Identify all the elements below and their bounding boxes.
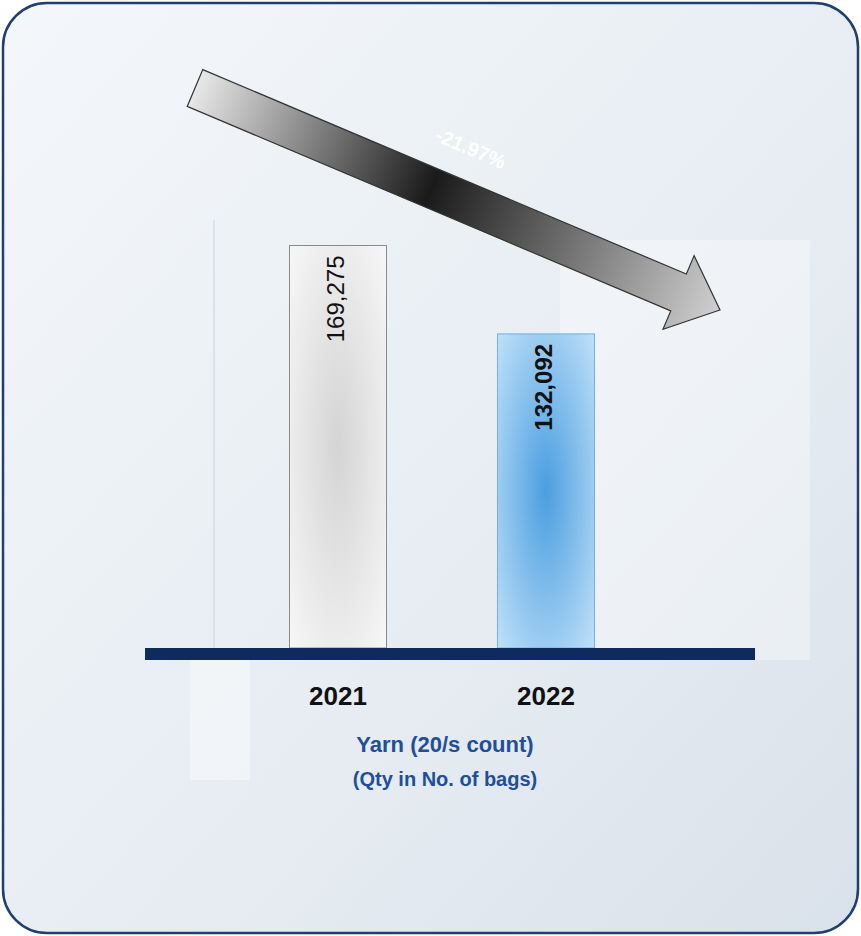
x-tick-label: 2022 bbox=[517, 681, 575, 711]
x-tick-label: 2021 bbox=[309, 681, 367, 711]
frame bbox=[3, 3, 858, 933]
data-label: 169,275 bbox=[322, 256, 349, 343]
data-label: 132,092 bbox=[530, 344, 557, 431]
chart-root: 169,275 132,092 2021 2022 Yarn (20/s count) (… bbox=[0, 0, 861, 936]
annotation: -21.97% bbox=[432, 124, 509, 173]
chart-svg: 169,275 132,092 2021 2022 Yarn (20/s count) (… bbox=[0, 0, 861, 936]
x-axis-title: Yarn (20/s count) bbox=[356, 732, 533, 757]
bar bbox=[290, 246, 387, 648]
trend-arrow bbox=[179, 51, 735, 347]
bg-decor bbox=[190, 660, 250, 780]
y-axis-title: (Qty in No. of bags) bbox=[353, 768, 537, 790]
bar bbox=[498, 334, 595, 648]
bars bbox=[290, 246, 595, 648]
x-axis-bar bbox=[145, 648, 755, 660]
y-axis-line bbox=[214, 220, 215, 648]
